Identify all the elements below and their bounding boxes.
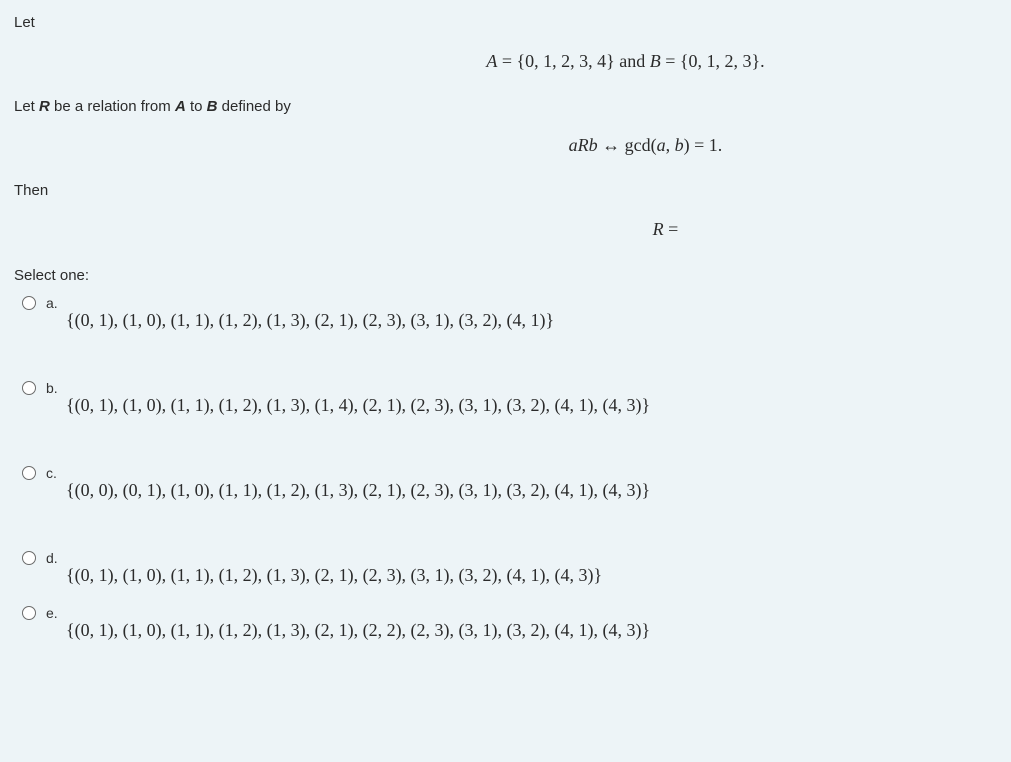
text-fragment: Let [14, 98, 39, 115]
select-one-prompt: Select one: [14, 265, 997, 286]
option-letter: a. [46, 294, 66, 314]
option-value: {(0, 1), (1, 0), (1, 1), (1, 2), (1, 3),… [66, 379, 650, 418]
options-group: a. {(0, 1), (1, 0), (1, 1), (1, 2), (1, … [14, 294, 997, 644]
radio-icon[interactable] [22, 381, 36, 395]
equation-relation: aRb ↔ gcd(a, b) = 1. [14, 133, 997, 158]
text-fragment: be a relation from [50, 98, 175, 115]
intro-line-2: Let R be a relation from A to B defined … [14, 96, 997, 117]
option-letter: b. [46, 379, 66, 399]
option-value: {(0, 1), (1, 0), (1, 1), (1, 2), (1, 3),… [66, 604, 650, 643]
text-fragment: to [186, 98, 207, 115]
radio-icon[interactable] [22, 606, 36, 620]
question-stem: Let A = {0, 1, 2, 3, 4} and B = {0, 1, 2… [14, 12, 997, 243]
var-R: R [39, 98, 50, 115]
option-d[interactable]: d. {(0, 1), (1, 0), (1, 1), (1, 2), (1, … [22, 549, 997, 588]
option-value: {(0, 0), (0, 1), (1, 0), (1, 1), (1, 2),… [66, 464, 650, 503]
option-c[interactable]: c. {(0, 0), (0, 1), (1, 0), (1, 1), (1, … [22, 464, 997, 503]
text-fragment: defined by [217, 98, 290, 115]
radio-icon[interactable] [22, 296, 36, 310]
option-value: {(0, 1), (1, 0), (1, 1), (1, 2), (1, 3),… [66, 294, 554, 333]
intro-line-3: Then [14, 180, 997, 201]
option-value: {(0, 1), (1, 0), (1, 1), (1, 2), (1, 3),… [66, 549, 602, 588]
radio-icon[interactable] [22, 551, 36, 565]
option-letter: e. [46, 604, 66, 624]
option-letter: c. [46, 464, 66, 484]
var-A: A [175, 98, 186, 115]
equation-R-equals: R = [14, 217, 997, 242]
var-B: B [207, 98, 218, 115]
option-e[interactable]: e. {(0, 1), (1, 0), (1, 1), (1, 2), (1, … [22, 604, 997, 643]
intro-line-1: Let [14, 12, 997, 33]
equation-sets: A = {0, 1, 2, 3, 4} and B = {0, 1, 2, 3}… [14, 49, 997, 74]
option-letter: d. [46, 549, 66, 569]
radio-icon[interactable] [22, 466, 36, 480]
option-b[interactable]: b. {(0, 1), (1, 0), (1, 1), (1, 2), (1, … [22, 379, 997, 418]
option-a[interactable]: a. {(0, 1), (1, 0), (1, 1), (1, 2), (1, … [22, 294, 997, 333]
